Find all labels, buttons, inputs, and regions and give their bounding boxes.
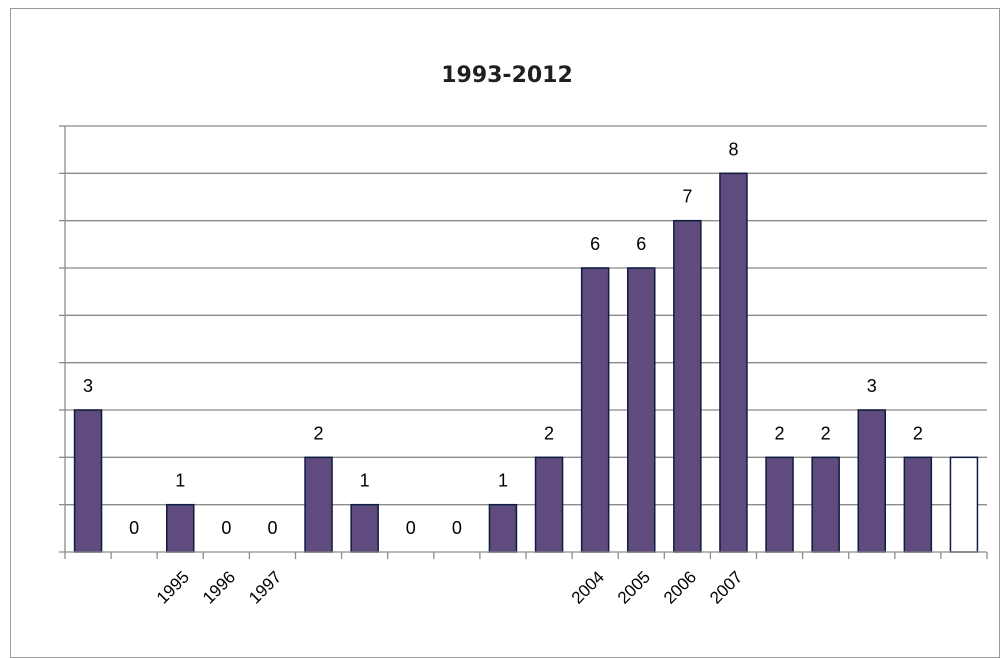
data-label: 3	[83, 376, 93, 396]
gridlines	[65, 125, 987, 506]
x-tick-label: 2005	[614, 567, 654, 607]
bar-2007	[719, 172, 748, 553]
data-label: 6	[636, 234, 646, 254]
bar-2010	[857, 409, 886, 553]
data-label: 7	[682, 187, 692, 207]
data-label: 0	[267, 518, 277, 538]
data-label: 0	[221, 518, 231, 538]
bar-1999	[350, 503, 379, 553]
x-tick-label: 2006	[660, 567, 700, 607]
data-label: 0	[452, 518, 462, 538]
data-label: 2	[314, 423, 324, 443]
bar-1998	[304, 456, 333, 553]
data-label: 2	[544, 423, 554, 443]
bar-2004	[580, 267, 610, 553]
bar-2009	[811, 456, 840, 553]
data-label: 0	[406, 518, 416, 538]
bar-1995	[166, 503, 195, 553]
data-label: 1	[498, 471, 508, 491]
x-tick-label: 1995	[153, 567, 193, 607]
bar-2011	[903, 456, 933, 553]
bar-2003	[534, 456, 564, 553]
data-label: 1	[360, 471, 370, 491]
x-tick-label: 1997	[245, 567, 285, 607]
data-label: 8	[728, 139, 738, 159]
tick-labels: 1995 1996 1997 2004 2005 2006 2007	[153, 567, 746, 607]
bar-1993	[73, 409, 103, 553]
bar-2006	[673, 219, 702, 553]
data-label: 1	[175, 471, 185, 491]
chart-title: 1993-2012	[441, 63, 573, 88]
data-label: 2	[913, 423, 923, 443]
data-label: 2	[821, 423, 831, 443]
x-tick-label: 1996	[199, 567, 239, 607]
bar-2002	[488, 503, 518, 553]
x-tick-label: 2007	[706, 567, 746, 607]
bars	[73, 172, 979, 553]
axes	[59, 125, 988, 559]
data-label: 6	[590, 234, 600, 254]
data-label: 2	[775, 423, 785, 443]
data-labels: 3 0 1 0 0 2 1 0 0 1 2 6 6 7 8 2 2 3 2	[83, 139, 923, 538]
data-label: 0	[129, 518, 139, 538]
bar-2012	[949, 456, 979, 553]
bar-2005	[627, 267, 656, 553]
x-tick-label: 2004	[568, 567, 608, 607]
data-label: 3	[867, 376, 877, 396]
bar-2008	[765, 456, 794, 553]
